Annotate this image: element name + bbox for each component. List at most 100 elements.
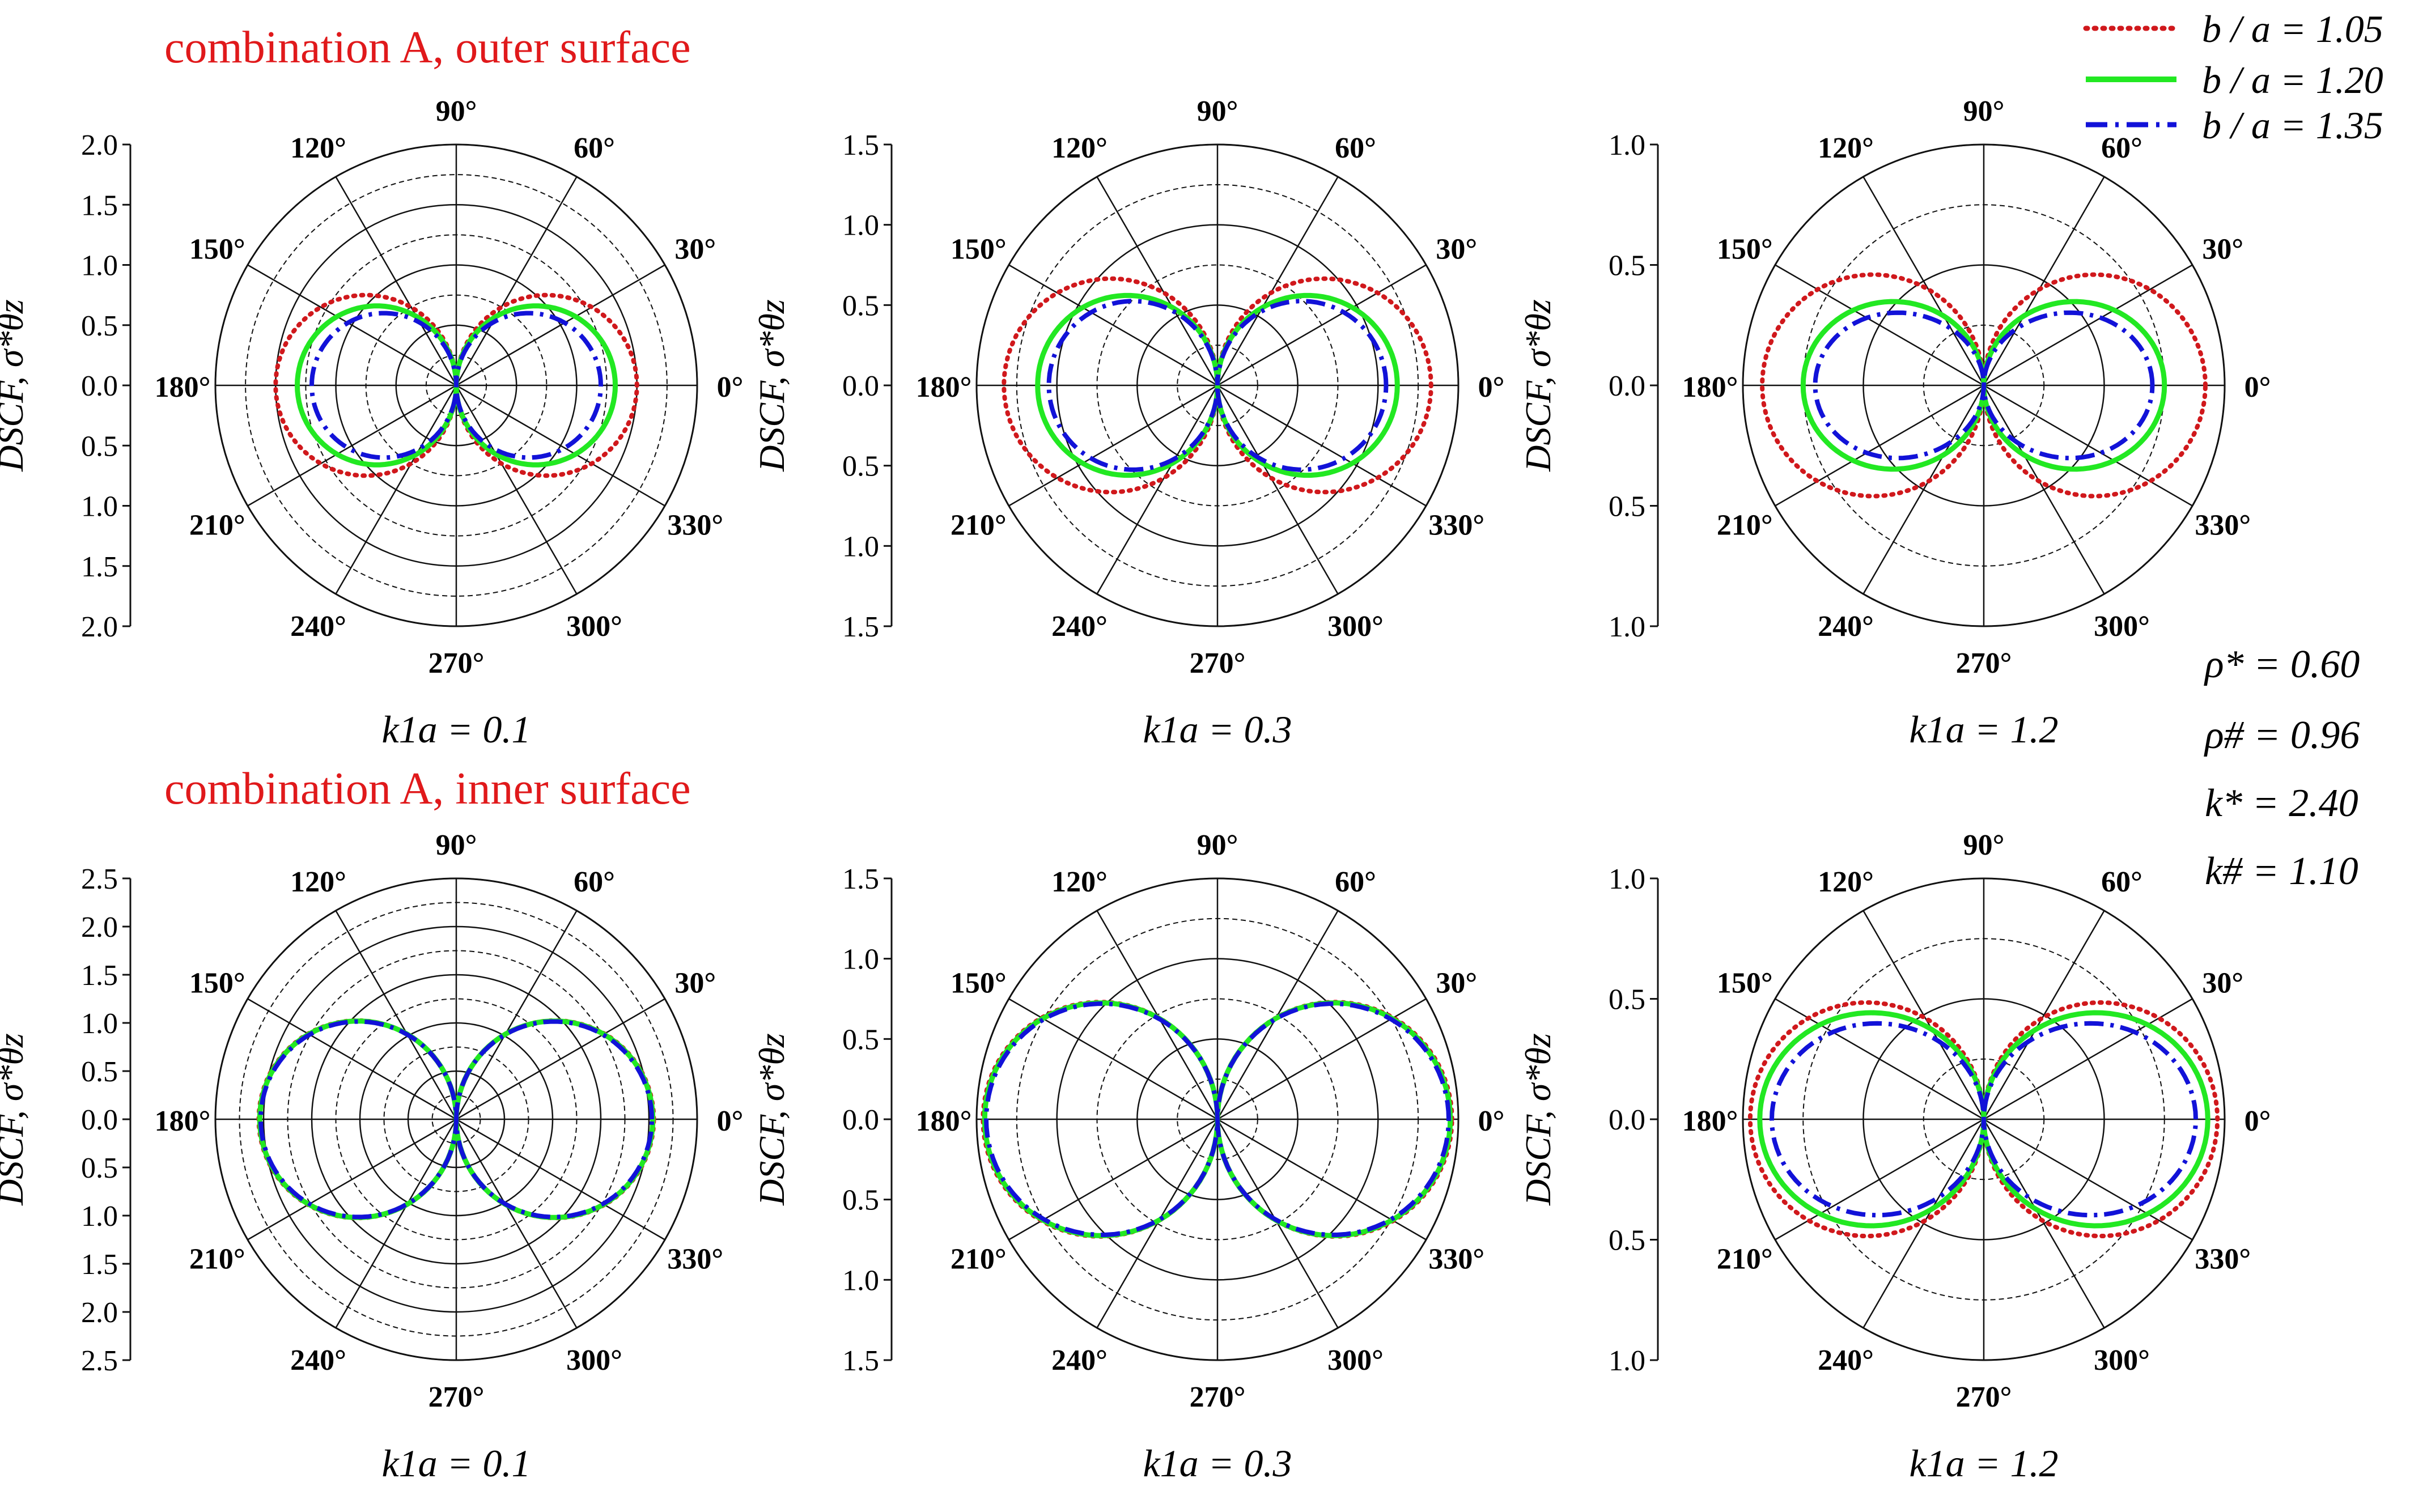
radial-tick-label: 1.5 <box>81 1248 118 1281</box>
grid-spoke <box>1216 385 1339 594</box>
series-curve <box>1813 310 2155 461</box>
radial-tick-label: 1.0 <box>1609 1345 1645 1377</box>
polar-chart: 0° 30° 60° 90° 120° 150° 180° 210° 240° 270° 300° 3… <box>752 95 1504 751</box>
series-curve <box>1046 299 1389 472</box>
angle-label: 180° <box>916 371 972 404</box>
angle-label: 210° <box>951 509 1007 542</box>
panel-caption: k1a = 0.3 <box>1143 1442 1292 1485</box>
radial-tick-label: 1.0 <box>842 1264 879 1297</box>
radial-tick-label: 1.5 <box>81 959 118 992</box>
radial-tick-label: 1.0 <box>81 250 118 282</box>
angle-label: 150° <box>951 967 1007 1000</box>
grid-spoke <box>1008 998 1218 1120</box>
grid-spoke <box>456 1118 665 1241</box>
angle-label: 150° <box>1717 967 1773 1000</box>
grid-spoke <box>1983 384 2193 507</box>
radial-tick-label: 0.5 <box>1609 984 1645 1016</box>
angle-label: 30° <box>1436 967 1477 1000</box>
legend-label-105: b / a = 1.05 <box>2202 7 2383 50</box>
grid-spoke <box>455 1119 578 1328</box>
grid-spoke <box>247 384 457 507</box>
angle-label: 240° <box>1818 1344 1874 1377</box>
angle-label: 180° <box>1682 371 1738 404</box>
angle-label: 120° <box>1051 866 1108 898</box>
panel-caption: k1a = 0.3 <box>1143 708 1292 751</box>
angle-label: 30° <box>2202 967 2243 1000</box>
angle-label: 330° <box>2195 509 2251 542</box>
radial-tick-label: 1.5 <box>842 611 879 643</box>
angle-label: 0° <box>1478 371 1505 404</box>
angle-label: 270° <box>1956 647 2012 679</box>
grid-spoke <box>335 910 457 1120</box>
radial-tick-label: 1.5 <box>842 863 879 895</box>
grid-spoke <box>1096 385 1219 594</box>
angle-label: 180° <box>155 1105 211 1137</box>
grid-spoke <box>456 384 665 507</box>
angle-label: 330° <box>1428 1243 1484 1276</box>
radial-tick-label: 1.0 <box>842 944 879 976</box>
angle-label: 210° <box>1717 509 1773 542</box>
grid-spoke <box>455 385 578 594</box>
angle-label: 150° <box>189 967 245 1000</box>
grid-spoke <box>335 1119 457 1328</box>
grid-spoke <box>1096 176 1219 386</box>
legend-item: b / a = 1.20 <box>2086 58 2383 101</box>
angle-label: 180° <box>155 371 211 404</box>
series-curve <box>1035 292 1400 478</box>
radial-tick-label: 2.0 <box>81 911 118 944</box>
series-curve <box>1759 272 2208 499</box>
angle-label: 270° <box>428 1381 485 1413</box>
radial-tick-label: 1.0 <box>1609 863 1645 895</box>
radial-tick-label: 2.5 <box>81 1345 118 1377</box>
angle-label: 240° <box>1818 610 1874 643</box>
radial-tick-label: 0.0 <box>1609 370 1645 402</box>
grid-spoke <box>335 385 457 594</box>
angle-label: 60° <box>2101 866 2142 898</box>
angle-label: 270° <box>1190 647 1246 679</box>
angle-label: 180° <box>1682 1105 1738 1137</box>
grid-spoke <box>1008 384 1218 507</box>
radial-tick-label: 1.0 <box>1609 611 1645 643</box>
angle-label: 330° <box>1428 509 1484 542</box>
legend-label-120: b / a = 1.20 <box>2202 58 2383 101</box>
angle-label: 210° <box>1717 1243 1773 1276</box>
grid-spoke <box>1983 1118 2193 1241</box>
grid-spoke <box>1216 176 1339 386</box>
parameter-block: ρ* = 0.60 ρ# = 0.96 k* = 2.40 k# = 1.10 <box>2204 643 2360 893</box>
radial-tick-label: 0.0 <box>81 370 118 402</box>
angle-label: 240° <box>1051 610 1108 643</box>
radial-axis-title: DSCF, σ*θz <box>0 1033 31 1206</box>
radial-tick-label: 0.5 <box>842 1023 879 1056</box>
radial-tick-label: 1.0 <box>1609 129 1645 162</box>
angle-label: 330° <box>667 509 723 542</box>
angle-label: 60° <box>574 132 615 164</box>
radial-tick-label: 1.0 <box>81 1200 118 1233</box>
angle-label: 270° <box>428 647 485 679</box>
angle-label: 0° <box>2244 1105 2271 1137</box>
angle-label: 270° <box>1190 1381 1246 1413</box>
radial-tick-label: 0.5 <box>1609 250 1645 282</box>
angle-label: 210° <box>951 1243 1007 1276</box>
series-curve <box>983 1001 1452 1237</box>
angle-label: 300° <box>2094 1344 2150 1377</box>
angle-label: 0° <box>717 1105 744 1137</box>
angle-label: 210° <box>189 1243 245 1276</box>
grid-spoke <box>247 1118 457 1241</box>
grid-spoke <box>1775 1118 1984 1241</box>
radial-tick-label: 0.5 <box>842 451 879 483</box>
angle-label: 300° <box>2094 610 2150 643</box>
angle-label: 240° <box>1051 1344 1108 1377</box>
polar-chart: 0° 30° 60° 90° 120° 150° 180° 210° 240° 270° 300° 3… <box>0 829 743 1485</box>
radial-tick-label: 1.0 <box>842 530 879 563</box>
angle-label: 240° <box>290 610 346 643</box>
grid-spoke <box>456 998 665 1120</box>
radial-tick-label: 1.5 <box>842 1345 879 1377</box>
angle-label: 150° <box>189 233 245 266</box>
angle-label: 120° <box>290 132 346 164</box>
radial-tick-label: 0.5 <box>842 290 879 322</box>
row-title-inner: combination A, inner surface <box>164 764 691 814</box>
grid-spoke <box>335 176 457 386</box>
series-curve <box>1769 1021 2199 1218</box>
grid-spoke <box>1217 384 1427 507</box>
